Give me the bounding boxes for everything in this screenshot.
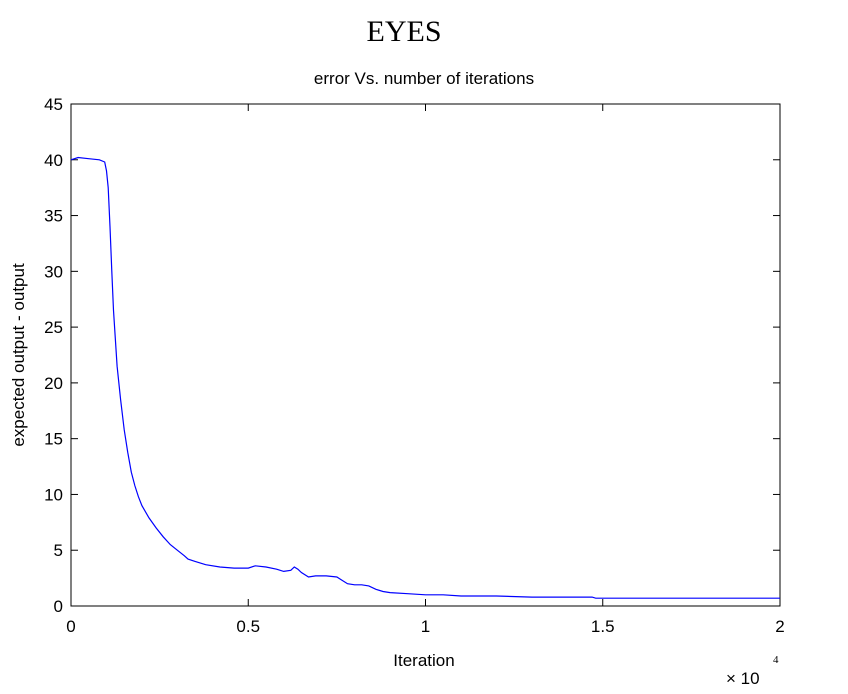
- page-title: EYES: [367, 15, 442, 48]
- x-tick-label: 0: [66, 617, 75, 636]
- x-tick-label: 2: [775, 617, 784, 636]
- y-tick-label: 10: [44, 485, 63, 504]
- x-axis-multiplier: × 10: [726, 669, 760, 688]
- x-tick-label: 0.5: [236, 617, 260, 636]
- x-tick-label: 1.5: [591, 617, 615, 636]
- y-tick-label: 5: [54, 541, 63, 560]
- y-axis-label: expected output - output: [9, 263, 28, 447]
- y-tick-label: 35: [44, 207, 63, 226]
- error-series-line: [70, 156, 780, 599]
- y-tick-label: 20: [44, 374, 63, 393]
- x-axis-multiplier-exponent: 4: [773, 654, 779, 666]
- x-axis-label: Iteration: [393, 651, 454, 670]
- chart-title: error Vs. number of iterations: [314, 69, 534, 88]
- x-tick-label: 1: [421, 617, 430, 636]
- y-tick-label: 45: [44, 95, 63, 114]
- plot-area: [70, 103, 781, 607]
- y-tick-label: 30: [44, 262, 63, 281]
- y-tick-label: 40: [44, 151, 63, 170]
- y-tick-label: 25: [44, 318, 63, 337]
- y-tick-label: 0: [54, 597, 63, 616]
- y-tick-label: 15: [44, 430, 63, 449]
